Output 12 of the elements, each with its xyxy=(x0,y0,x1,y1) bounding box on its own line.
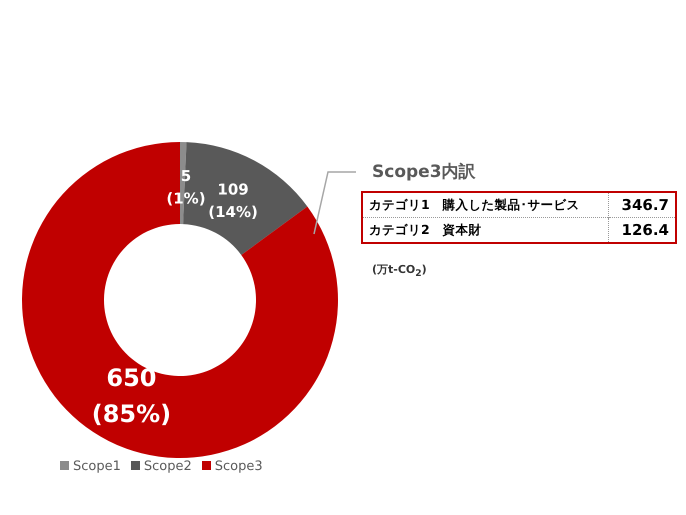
text: 126.4 xyxy=(620,220,670,241)
donut-slice xyxy=(22,142,338,458)
legend-label: Scope2 xyxy=(144,459,192,474)
text: カテゴリ1 購入した製品･サービス xyxy=(362,192,609,218)
data-label: 109 (14%) xyxy=(208,180,258,221)
legend-label: Scope3 xyxy=(214,459,263,474)
legend-label: Scope1 xyxy=(73,459,121,474)
text: Scope3内訳 xyxy=(372,161,476,183)
text: 346.7 xyxy=(620,195,670,216)
text: (万t-CO$_{2}$) xyxy=(372,262,427,280)
text: カテゴリ2 資本財 xyxy=(362,218,609,243)
data-label: 650 (85%) xyxy=(92,364,172,428)
